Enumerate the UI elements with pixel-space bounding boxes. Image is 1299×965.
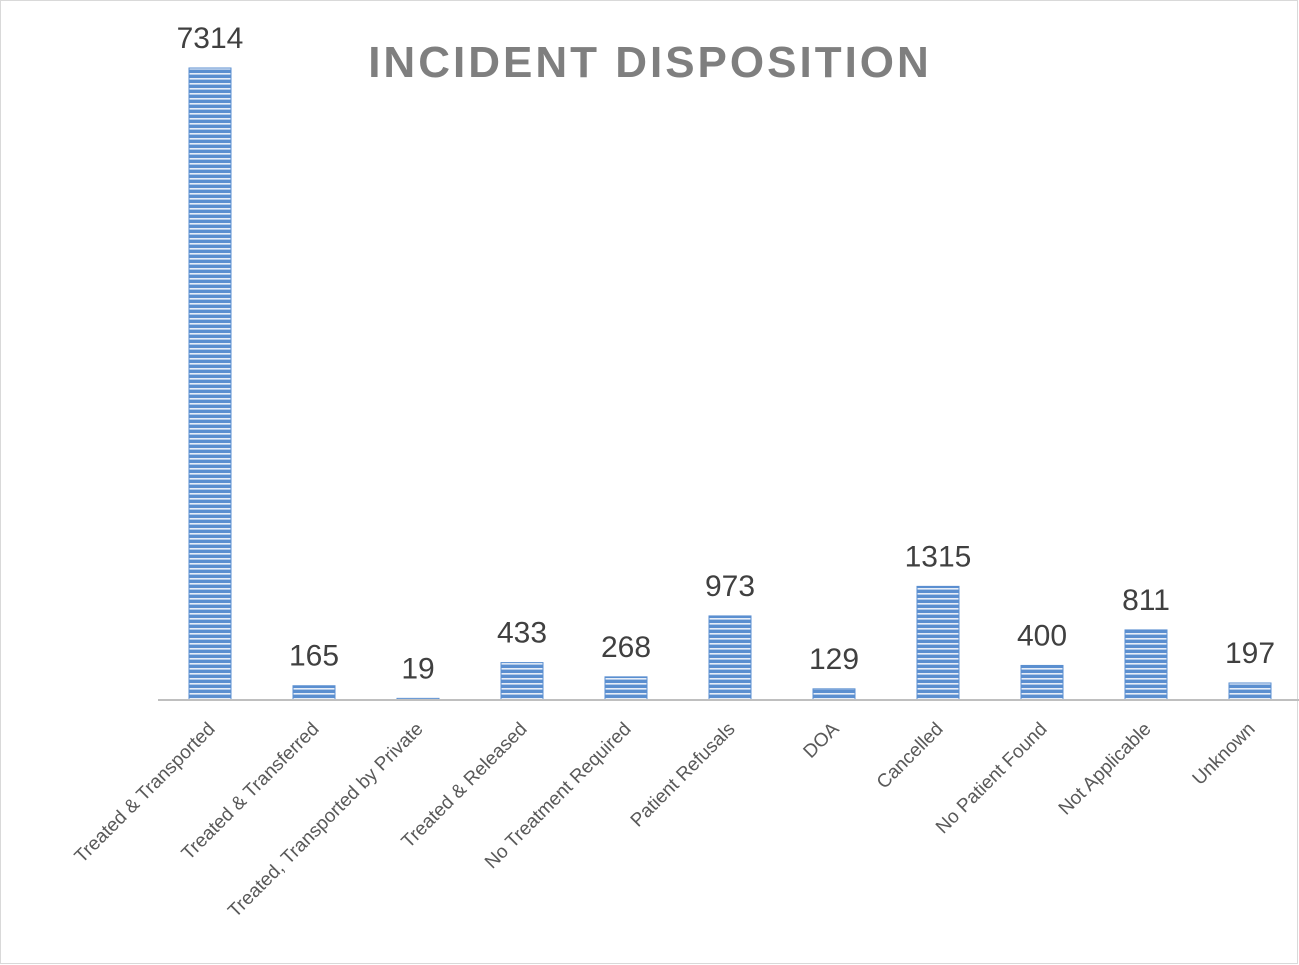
data-label: 400: [1017, 619, 1067, 652]
bar: [292, 685, 336, 701]
bar: [1020, 664, 1064, 701]
data-label: 19: [401, 652, 434, 685]
bar: [812, 688, 856, 701]
bar: [604, 676, 648, 701]
bar: [500, 662, 544, 701]
data-label: 197: [1225, 637, 1275, 670]
x-tick-label: Unknown: [1189, 719, 1260, 790]
bar: [916, 585, 960, 701]
x-tick-label: DOA: [800, 718, 844, 762]
x-tick-label: No Patient Found: [932, 719, 1051, 838]
chart-title: INCIDENT DISPOSITION: [368, 38, 932, 87]
x-tick-label: Patient Refusals: [627, 719, 740, 832]
data-label: 1315: [905, 540, 972, 573]
data-label: 811: [1122, 584, 1170, 617]
x-tick-label: Cancelled: [873, 719, 948, 794]
data-label: 165: [289, 640, 339, 673]
data-label: 7314: [177, 22, 244, 55]
x-tick-label: Treated, Transported by Private: [224, 719, 427, 922]
data-label: 129: [809, 643, 859, 676]
bar: [1124, 629, 1168, 701]
data-label: 268: [601, 631, 651, 664]
bar: [1228, 682, 1272, 701]
data-label: 973: [705, 570, 755, 603]
bar: [188, 67, 232, 701]
x-tick-label: Not Applicable: [1055, 719, 1156, 820]
data-label: 433: [497, 617, 547, 650]
bar: [708, 615, 752, 701]
